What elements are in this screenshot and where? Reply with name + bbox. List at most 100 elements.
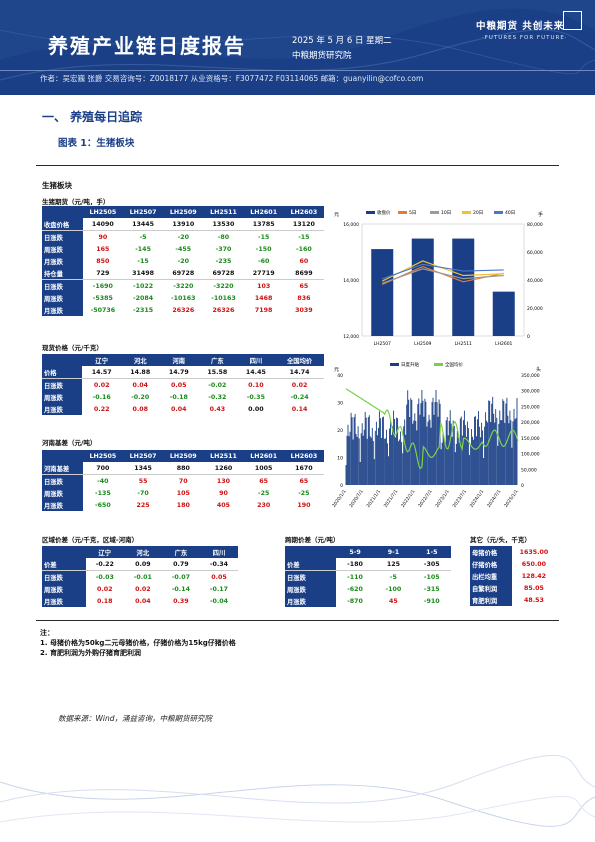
table-cell: 1635.00 xyxy=(519,548,549,556)
row-label: 自繁利润 xyxy=(470,582,512,594)
table-cell: 0.14 xyxy=(291,405,308,413)
table-cell: 0.02 xyxy=(135,585,151,593)
column-header: LH2511 xyxy=(203,450,244,462)
table-cell: 0.02 xyxy=(93,381,110,389)
table-cell: -650 xyxy=(94,501,111,509)
bar xyxy=(411,238,434,336)
table-row: 月涨跌 -870 45 -910 xyxy=(285,595,451,607)
table-cell: 0.39 xyxy=(173,597,189,605)
table-cell: 0.05 xyxy=(211,573,227,581)
legend-label: 5日 xyxy=(409,210,416,216)
table-cell: -20 xyxy=(177,257,189,265)
table-cell: -910 xyxy=(423,597,440,605)
y-left-unit: 元 xyxy=(334,212,339,218)
table-cell: 13120 xyxy=(283,218,324,231)
table-cell: 0.05 xyxy=(171,381,187,389)
column-header: 广东 xyxy=(198,354,237,366)
table-cell: -0.16 xyxy=(92,393,111,401)
table-cell: 1005 xyxy=(243,462,284,475)
table-cell: 405 xyxy=(216,501,231,509)
top-rule xyxy=(36,165,559,166)
table-row: 价格 14.57 14.88 14.79 15.58 14.45 14.74 xyxy=(42,366,324,379)
table-row: 日涨跌 -1690 -1022 -3220 -3220 103 65 xyxy=(42,279,324,292)
row-label: 出栏均重 xyxy=(470,570,512,582)
y-left-unit: 元 xyxy=(334,367,339,373)
column-header: LH2507 xyxy=(122,206,164,218)
note-item-1: 1. 母猪价格为50kg二元母猪价格，仔猪价格为15kg仔猪价格 xyxy=(40,639,236,647)
table-cell: 130 xyxy=(216,477,231,485)
others-table: 母猪价格 1635.00 仔猪价格 650.00 出栏均重 128.42 自繁利润 85.05… xyxy=(470,546,556,606)
bar xyxy=(452,238,475,336)
legend-swatch xyxy=(434,363,443,366)
table-cell: -1022 xyxy=(133,282,154,290)
spot-subtitle: 现货价格（元/千克） xyxy=(42,344,103,352)
table-cell: -10163 xyxy=(211,294,236,302)
section-heading: 一、 养殖每日追踪 xyxy=(42,110,143,124)
table-cell: -0.20 xyxy=(131,393,150,401)
row-label: 月涨跌 xyxy=(42,499,83,511)
x-tick: 2021/7/1 xyxy=(383,489,400,509)
row-label: 价差 xyxy=(285,558,336,571)
table-cell: 13445 xyxy=(122,218,164,231)
table-cell: 26326 xyxy=(172,306,195,314)
row-label: 母猪价格 xyxy=(470,546,512,558)
table-cell: -0.02 xyxy=(208,381,227,389)
row-label: 周涨跌 xyxy=(42,391,83,403)
row-label: 河南基差 xyxy=(42,462,83,475)
row-label: 周涨跌 xyxy=(42,243,83,255)
column-header: 辽宁 xyxy=(82,354,121,366)
column-header: 河北 xyxy=(120,354,160,366)
table-cell: -180 xyxy=(335,558,375,571)
x-tick: 2022/1/1 xyxy=(400,489,417,509)
table-row: 月涨跌 850 -15 -20 -235 -60 60 xyxy=(42,255,324,267)
legend-swatch xyxy=(494,211,503,214)
table-cell: -370 xyxy=(215,245,232,253)
bottom-rule xyxy=(36,620,559,621)
x-tick: LH2507 xyxy=(374,341,391,347)
table-cell: -105 xyxy=(423,573,440,581)
header-corner xyxy=(42,450,83,462)
table-cell: -50736 xyxy=(90,306,116,314)
table-cell: -5 xyxy=(389,573,397,581)
legend-swatch xyxy=(430,211,439,214)
table-cell: 225 xyxy=(136,501,150,509)
bar xyxy=(492,291,515,336)
table-row: 出栏均重 128.42 xyxy=(470,570,556,582)
table-cell: 70 xyxy=(178,477,188,485)
table-cell: -110 xyxy=(347,573,363,581)
table-cell: 48.53 xyxy=(523,596,544,604)
table-cell: 55 xyxy=(138,477,148,485)
table-cell: -0.01 xyxy=(133,573,152,581)
table-cell: -0.24 xyxy=(290,393,309,401)
table-cell: -160 xyxy=(296,245,312,253)
table-cell: 14.74 xyxy=(275,366,324,379)
table-cell: -10163 xyxy=(171,294,196,302)
legend-swatch xyxy=(398,211,407,214)
table-cell: -25 xyxy=(298,489,310,497)
table-row: 月涨跌 0.22 0.08 0.04 0.43 0.00 0.14 xyxy=(42,403,324,415)
table-cell: -0.22 xyxy=(85,558,124,571)
row-label: 日涨跌 xyxy=(42,230,83,243)
table-cell: 69728 xyxy=(203,267,244,280)
table-cell: -1690 xyxy=(92,282,113,290)
table-row: 母猪价格 1635.00 xyxy=(470,546,556,558)
table-cell: -0.14 xyxy=(171,585,190,593)
table-cell: 125 xyxy=(374,558,413,571)
table-cell: 60 xyxy=(299,257,309,265)
others-subtitle: 其它（元/头，千克） xyxy=(470,536,531,544)
table-cell: 1468 xyxy=(254,294,273,302)
column-header: 广东 xyxy=(161,546,200,558)
table-cell: 729 xyxy=(82,267,123,280)
y-right-tick: 0 xyxy=(521,483,524,489)
table-cell: -0.17 xyxy=(209,585,229,593)
y-right-tick: 50,000 xyxy=(521,467,537,473)
table-cell: -0.18 xyxy=(169,393,188,401)
y-right-tick: 250,000 xyxy=(521,404,540,410)
table-row: 周涨跌 -620 -100 -315 xyxy=(285,583,451,595)
row-label: 日涨跌 xyxy=(42,279,83,292)
row-label: 育肥利润 xyxy=(470,594,512,606)
table-row: 周涨跌 0.02 0.02 -0.14 -0.17 xyxy=(42,583,238,595)
table-cell: 0.04 xyxy=(132,381,149,389)
table-cell: 180 xyxy=(176,501,190,509)
row-label: 价格 xyxy=(42,366,83,379)
